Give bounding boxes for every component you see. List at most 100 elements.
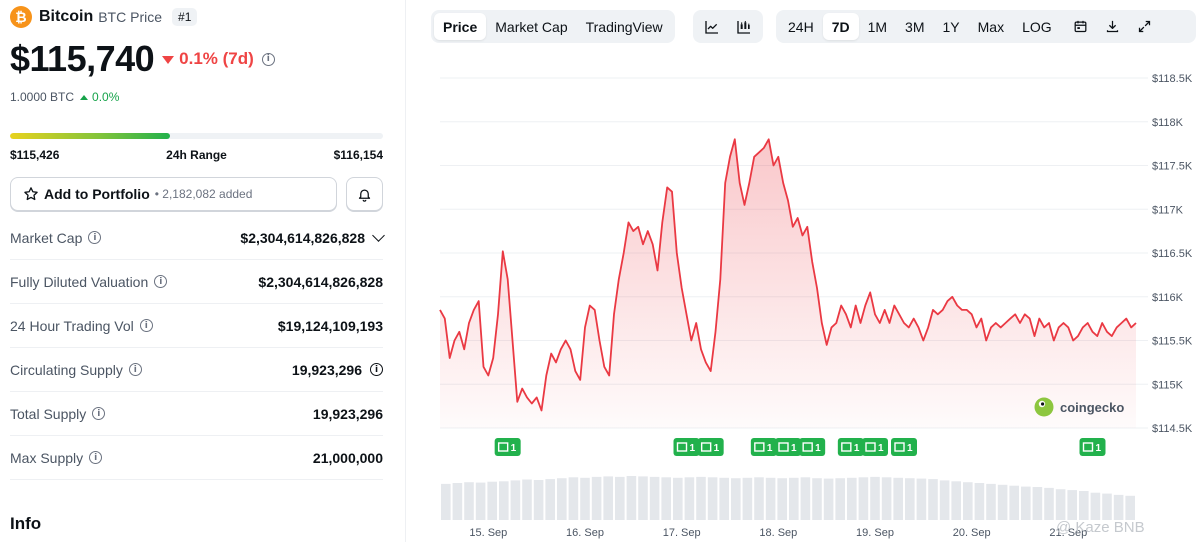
y-tick-label: $115K — [1152, 379, 1184, 391]
y-tick-label: $116.5K — [1152, 248, 1193, 260]
coingecko-watermark: coingecko — [1034, 397, 1124, 417]
volume-bar — [487, 481, 497, 520]
coin-name: Bitcoin — [39, 8, 94, 25]
stat-row-market-cap: Market Cap i $2,304,614,826,828 — [10, 216, 385, 260]
volume-bar — [464, 482, 474, 520]
stats-table: Market Cap i $2,304,614,826,828 Fully Di… — [10, 216, 385, 480]
tab-market-cap[interactable]: Market Cap — [495, 18, 568, 35]
stat-label-max-supply: Max Supply i — [10, 450, 103, 466]
volume-bar — [661, 477, 671, 520]
y-tick-label: $115.5K — [1152, 336, 1193, 348]
coin-subtitle: BTC Price — [98, 9, 163, 25]
price-chart[interactable]: $114.5K $115K $115.5K $116K $116.5K $117K $117… — [406, 50, 1200, 542]
x-tick-label: 18. Sep — [759, 527, 797, 539]
volume-bar — [522, 479, 532, 520]
candlestick-icon — [737, 20, 750, 34]
news-marker-count: 1 — [767, 443, 773, 454]
volume-bar — [1032, 487, 1043, 520]
stat-label-fdv: Fully Diluted Valuation i — [10, 273, 168, 290]
calendar-button[interactable] — [1065, 13, 1097, 40]
volume-bar — [789, 477, 799, 520]
news-marker[interactable]: 1 — [494, 438, 521, 456]
news-marker-count: 1 — [854, 443, 860, 454]
news-markers: 1 1 1 1 1 1 1 1 1 1 — [494, 438, 1106, 456]
volume-bar — [939, 480, 950, 520]
volume-bar — [974, 483, 985, 520]
range-7d[interactable]: 7D — [822, 13, 859, 40]
fullscreen-button[interactable] — [1129, 13, 1161, 40]
news-marker[interactable]: 1 — [837, 438, 864, 456]
news-marker-count: 1 — [511, 443, 517, 454]
coingecko-pupil-icon — [1041, 402, 1045, 406]
x-tick-label: 21. Sep — [1049, 527, 1087, 539]
caret-up-icon — [80, 94, 89, 100]
range-high: $116,154 — [333, 148, 383, 162]
info-icon[interactable]: i — [128, 363, 142, 376]
stat-row-trading-vol: 24 Hour Trading Vol i $19,124,109,193 — [10, 304, 383, 348]
news-marker[interactable]: 1 — [891, 438, 917, 456]
volume-bar — [905, 478, 915, 520]
candlestick-button[interactable] — [728, 13, 760, 40]
volume-bar — [545, 479, 555, 520]
tab-price[interactable]: Price — [434, 13, 487, 40]
range-low: $115,426 — [10, 148, 60, 162]
coingecko-logo-icon — [1034, 397, 1054, 417]
volume-bar — [963, 482, 973, 520]
volume-bar — [777, 478, 787, 520]
news-marker[interactable]: 1 — [775, 438, 801, 456]
news-marker[interactable]: 1 — [1079, 438, 1106, 456]
range-max[interactable]: Max — [977, 18, 1005, 35]
info-heading: Info — [10, 514, 42, 533]
info-icon[interactable]: i — [88, 231, 102, 244]
range-24h[interactable]: 24H — [788, 18, 814, 35]
price-alert-button[interactable] — [346, 177, 383, 211]
stat-label-trading-vol: 24 Hour Trading Vol i — [10, 318, 153, 334]
range-1y[interactable]: 1Y — [942, 18, 960, 35]
volume-bar — [1021, 486, 1031, 520]
current-price: $115,740 — [10, 38, 155, 79]
tab-tradingview[interactable]: TradingView — [585, 18, 663, 35]
news-marker-count: 1 — [878, 443, 884, 454]
expand-icon — [1139, 20, 1151, 33]
log-scale-toggle[interactable]: LOG — [1022, 18, 1052, 35]
volume-bar — [800, 477, 811, 520]
supply-info-icon[interactable]: i — [370, 363, 383, 376]
stat-row-max-supply: Max Supply i 21,000,000 — [10, 436, 383, 480]
info-icon[interactable]: i — [261, 52, 275, 66]
volume-bar — [742, 477, 753, 520]
range-1m[interactable]: 1M — [867, 18, 888, 35]
news-marker[interactable]: 1 — [673, 438, 700, 456]
range-label: 24h Range — [166, 148, 227, 162]
news-marker[interactable]: 1 — [750, 438, 777, 456]
stat-label-text: 24 Hour Trading Vol — [10, 317, 134, 334]
volume-bar — [1044, 487, 1054, 520]
volume-bar — [673, 477, 683, 520]
add-to-portfolio-button[interactable]: Add to Portfolio • 2,182,082 added — [10, 177, 337, 211]
download-button[interactable] — [1097, 13, 1129, 40]
stat-label-text: Fully Diluted Valuation — [10, 273, 149, 290]
news-marker[interactable]: 1 — [697, 438, 724, 456]
volume-bar — [765, 477, 776, 520]
info-icon[interactable]: i — [139, 319, 153, 332]
range-3m[interactable]: 3M — [905, 18, 925, 35]
stat-value-trading-vol: $19,124,109,193 — [277, 317, 383, 334]
volume-bar — [928, 479, 938, 520]
news-marker[interactable]: 1 — [862, 438, 888, 456]
portfolio-label: Add to Portfolio — [44, 186, 150, 202]
newspaper-icon — [894, 442, 905, 452]
stat-value-market-cap[interactable]: $2,304,614,826,828 — [240, 228, 385, 246]
volume-bar — [580, 477, 590, 520]
y-tick-label: $114.5K — [1152, 423, 1193, 435]
coin-header: ₿ Bitcoin BTC Price #1 — [10, 6, 198, 28]
newspaper-icon — [497, 442, 509, 452]
overlay-watermark: @ Kaze BNB — [1056, 519, 1145, 536]
stat-row-total-supply: Total Supply i 19,923,296 — [10, 392, 383, 436]
price-area-fill — [440, 139, 1136, 429]
info-icon[interactable]: i — [92, 407, 106, 420]
news-marker-count: 1 — [714, 443, 720, 454]
info-icon[interactable]: i — [154, 275, 168, 288]
news-marker[interactable]: 1 — [799, 438, 826, 456]
news-marker-count: 1 — [690, 443, 696, 454]
info-icon[interactable]: i — [89, 451, 103, 464]
line-chart-button[interactable] — [696, 13, 728, 40]
